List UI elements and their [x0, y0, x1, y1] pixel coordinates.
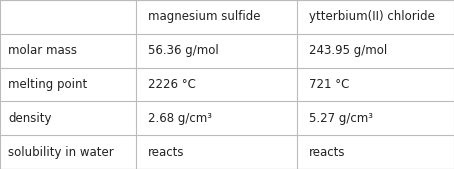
Text: molar mass: molar mass [8, 44, 77, 57]
Bar [0, 68, 136, 101]
Bar [136, 101, 297, 135]
Bar [0, 0, 136, 34]
Bar [0, 135, 136, 169]
Bar [297, 68, 454, 101]
Bar [136, 135, 297, 169]
Text: solubility in water: solubility in water [8, 146, 114, 159]
Text: 243.95 g/mol: 243.95 g/mol [309, 44, 387, 57]
Bar [297, 0, 454, 34]
Bar [136, 34, 297, 68]
Text: melting point: melting point [8, 78, 88, 91]
Text: reacts: reacts [148, 146, 184, 159]
Bar [297, 101, 454, 135]
Bar [297, 135, 454, 169]
Bar [0, 34, 136, 68]
Bar [0, 101, 136, 135]
Text: 56.36 g/mol: 56.36 g/mol [148, 44, 218, 57]
Bar [136, 0, 297, 34]
Text: 721 °C: 721 °C [309, 78, 349, 91]
Text: magnesium sulfide: magnesium sulfide [148, 10, 260, 23]
Text: 2226 °C: 2226 °C [148, 78, 195, 91]
Bar [297, 34, 454, 68]
Bar [136, 68, 297, 101]
Text: reacts: reacts [309, 146, 345, 159]
Text: ytterbium(II) chloride: ytterbium(II) chloride [309, 10, 434, 23]
Text: 5.27 g/cm³: 5.27 g/cm³ [309, 112, 373, 125]
Text: density: density [8, 112, 52, 125]
Text: 2.68 g/cm³: 2.68 g/cm³ [148, 112, 212, 125]
